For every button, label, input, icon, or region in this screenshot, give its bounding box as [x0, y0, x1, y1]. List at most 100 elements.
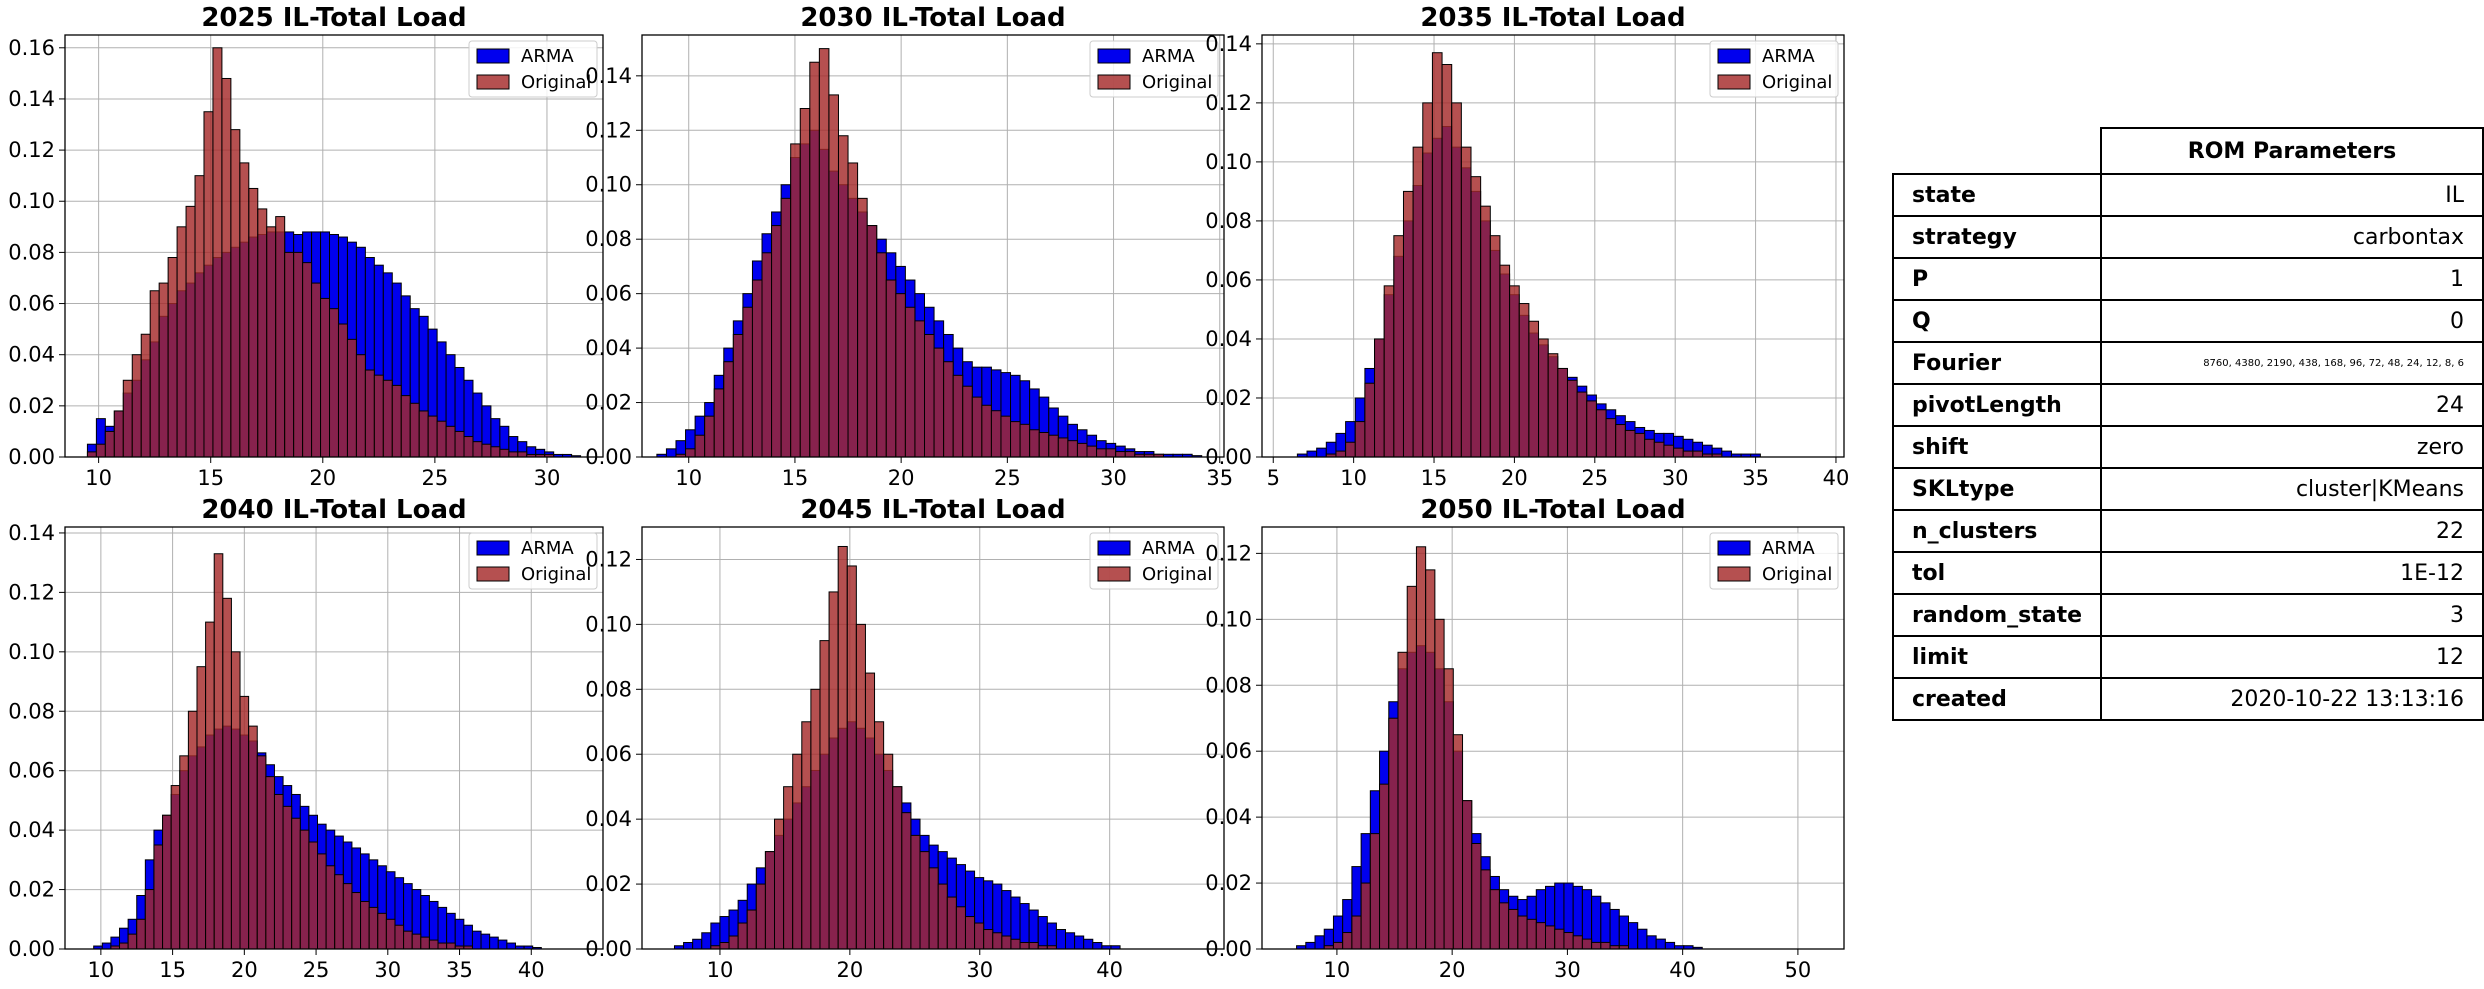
- y-tick-label: 0.00: [8, 937, 55, 961]
- y-tick-label: 0.04: [1205, 805, 1252, 829]
- histogram-bar: [1646, 935, 1657, 950]
- histogram-bar: [1332, 941, 1344, 950]
- y-tick-label: 0.02: [585, 391, 632, 415]
- param-key: random_state: [1891, 593, 2103, 637]
- y-tick-label: 0.08: [1205, 209, 1252, 233]
- histogram-bar: [428, 939, 439, 950]
- table-row: created 2020-10-22 13:13:16: [1891, 677, 2484, 721]
- chart-title: 2040 IL-Total Load: [201, 495, 466, 525]
- param-value: 3: [2100, 593, 2484, 637]
- table-corner-blank: [1893, 128, 2101, 174]
- histogram-bar: [203, 111, 214, 458]
- histogram-bar: [1547, 353, 1559, 458]
- legend-swatch: [476, 540, 510, 556]
- param-key: created: [1891, 677, 2103, 721]
- histogram-bar: [355, 354, 366, 458]
- histogram-bar: [701, 932, 712, 950]
- axes-frame: [641, 34, 1225, 458]
- histogram-bar: [1115, 451, 1126, 458]
- histogram-bar: [846, 565, 857, 950]
- histogram-bar: [302, 262, 313, 458]
- param-value: 2020-10-22 13:13:16: [2100, 677, 2484, 721]
- table-row: strategy carbontax: [1891, 215, 2484, 259]
- legend-swatch: [476, 48, 510, 64]
- histogram-bar: [946, 896, 957, 950]
- histogram-bar: [1644, 438, 1655, 458]
- legend-label: ARMA: [1762, 46, 1815, 67]
- histogram-bar: [1402, 190, 1414, 458]
- legend-label: Original: [1762, 72, 1832, 93]
- histogram-bar: [360, 900, 370, 950]
- histogram-bar: [1345, 441, 1356, 458]
- histogram-bar: [1609, 908, 1620, 950]
- histogram-bar: [1627, 922, 1639, 950]
- x-tick-label: 10: [707, 958, 734, 982]
- histogram-bar: [411, 933, 422, 950]
- x-tick-label: 35: [1742, 466, 1769, 490]
- histogram-bar: [728, 935, 739, 950]
- histogram-bar: [943, 361, 954, 458]
- histogram-bar: [732, 333, 744, 458]
- histogram-bar: [490, 446, 501, 458]
- param-value: 1E-12: [2100, 551, 2484, 595]
- histogram-bar: [86, 451, 97, 458]
- histogram-bar: [1010, 421, 1021, 458]
- y-tick-label: 0.10: [585, 612, 632, 636]
- histogram-bar: [144, 889, 155, 950]
- histogram-bar: [266, 226, 277, 458]
- param-value: carbontax: [2100, 215, 2484, 259]
- table-row: n_clusters 22: [1891, 509, 2484, 553]
- y-tick-label: 0.12: [8, 580, 55, 604]
- histogram-bar: [885, 279, 897, 458]
- param-value: IL: [2100, 173, 2484, 217]
- histogram-bar: [1499, 264, 1511, 458]
- histogram-bar: [774, 818, 785, 950]
- legend-label: ARMA: [1142, 538, 1195, 559]
- x-tick-label: 25: [1581, 466, 1608, 490]
- histogram-bar: [1335, 450, 1347, 458]
- histogram-bar: [436, 420, 447, 458]
- param-key: P: [1891, 257, 2103, 301]
- histogram-bar: [955, 906, 966, 950]
- histogram-bar: [140, 333, 151, 458]
- histogram-bar: [1591, 895, 1602, 950]
- y-tick-label: 0.06: [1205, 268, 1252, 292]
- histogram-bar: [837, 135, 849, 458]
- param-key: n_clusters: [1891, 509, 2103, 553]
- histogram-bar: [1538, 338, 1549, 458]
- y-tick-label: 0.00: [585, 445, 632, 469]
- histogram-bar: [810, 688, 821, 950]
- table-header: ROM Parameters: [2100, 127, 2484, 175]
- x-tick-label: 15: [159, 958, 186, 982]
- histogram-bar: [864, 672, 876, 950]
- param-key: shift: [1891, 425, 2103, 469]
- histogram-bar: [895, 293, 906, 458]
- axes-frame: [1261, 526, 1845, 950]
- histogram-bar: [992, 932, 1003, 950]
- chart-panel-3: 5 10 15 20 25 30 35 40 0.00 0.02 0.04 0.06 0.08 0.10 0…: [1205, 3, 1849, 490]
- table-row: pivotLength 24: [1891, 383, 2484, 427]
- histogram-bar: [1624, 429, 1636, 458]
- x-tick-label: 30: [1554, 958, 1581, 982]
- y-tick-label: 0.10: [8, 189, 55, 213]
- histogram-bar: [351, 892, 362, 950]
- x-tick-label: 10: [1324, 958, 1351, 982]
- histogram-bar: [1460, 146, 1472, 458]
- histogram-bar: [1000, 415, 1012, 458]
- table-row: random_state 3: [1891, 593, 2484, 637]
- histogram-bar: [1480, 205, 1491, 458]
- histogram-bar: [1508, 908, 1519, 950]
- histogram-bar: [497, 939, 508, 950]
- axes-frame: [641, 526, 1225, 950]
- histogram-bar: [185, 205, 196, 458]
- histogram-bar: [1083, 938, 1094, 950]
- histogram-bar: [104, 430, 115, 458]
- histogram-bar: [1342, 932, 1353, 950]
- y-tick-label: 0.02: [1205, 871, 1252, 895]
- histogram-bar: [1591, 941, 1602, 950]
- histogram-bar: [1067, 440, 1078, 458]
- histogram-bar: [964, 916, 976, 950]
- histogram-bar: [196, 666, 207, 950]
- histogram-bar: [1038, 431, 1050, 458]
